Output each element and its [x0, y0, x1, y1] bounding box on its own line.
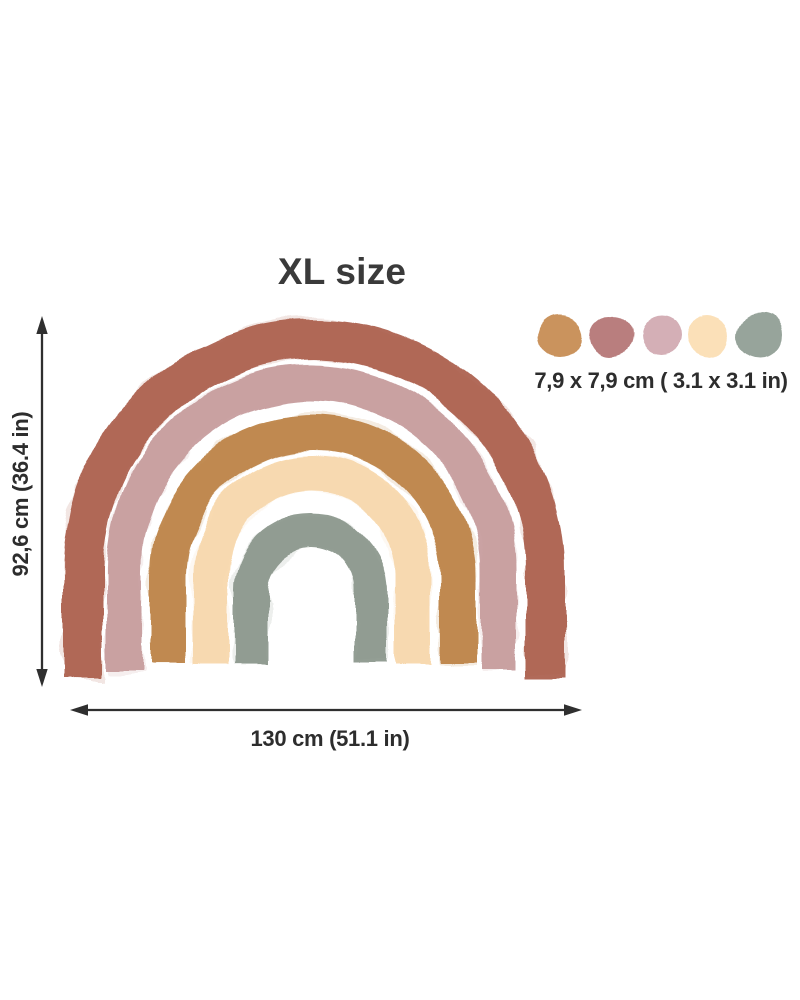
width-measurement-label: 130 cm (51.1 in) [250, 726, 410, 751]
height-dimension-arrow [36, 316, 48, 687]
swatch-dots [539, 314, 782, 358]
rainbow-watercolor-overlay [83, 340, 545, 678]
swatch-dot-ochre [539, 315, 581, 357]
width-dimension-arrow [70, 704, 582, 716]
arrowhead-up-icon [36, 316, 48, 334]
arrowhead-right-icon [564, 704, 582, 716]
arrowhead-down-icon [36, 669, 48, 687]
arrowhead-left-icon [70, 704, 88, 716]
swatch-dot-mauve-pink [639, 315, 681, 357]
swatch-size-label: 7,9 x 7,9 cm ( 3.1 x 3.1 in) [534, 368, 788, 393]
swatch-dot-sage [738, 314, 782, 358]
swatch-dot-cream [688, 315, 730, 357]
height-measurement-label: 92,6 cm (36.4 in) [8, 411, 33, 577]
swatch-dot-rose [589, 315, 631, 357]
size-title: XL size [277, 251, 407, 292]
